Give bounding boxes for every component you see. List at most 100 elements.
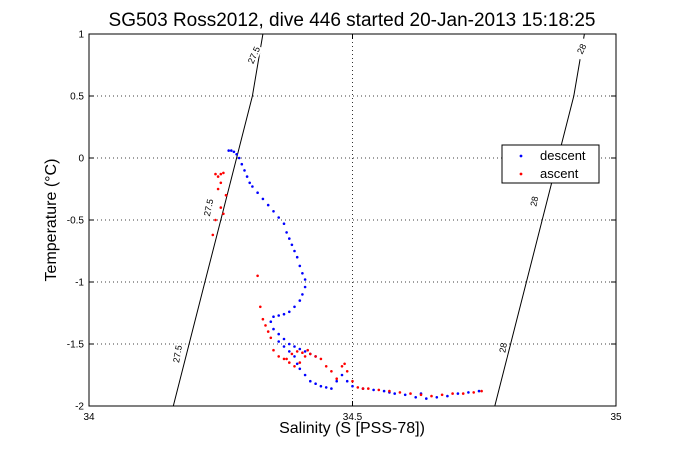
y-axis-label: Temperature (°C) [43, 159, 60, 282]
data-point-descent [414, 396, 418, 399]
data-point-ascent [440, 393, 444, 397]
data-point-descent [248, 181, 251, 185]
data-point-ascent [409, 392, 412, 395]
data-point-descent [269, 320, 273, 324]
data-point-ascent [430, 394, 433, 398]
y-tick-label: -1 [75, 278, 84, 289]
data-point-ascent [214, 172, 217, 176]
data-point-ascent [288, 361, 291, 364]
data-point-ascent [259, 305, 262, 309]
data-point-descent [303, 373, 307, 377]
contour-label-background [496, 337, 510, 359]
data-point-ascent [301, 351, 304, 355]
y-tick-label: 1 [78, 30, 84, 41]
data-point-descent [288, 237, 291, 240]
data-point-descent [290, 243, 294, 247]
data-point-descent [435, 396, 439, 399]
data-point-ascent [351, 379, 354, 383]
data-point-descent [351, 384, 354, 388]
data-point-descent [382, 389, 386, 393]
data-point-descent [235, 153, 238, 156]
data-point-ascent [472, 391, 476, 394]
data-point-ascent [285, 357, 288, 361]
y-tick-label: 0.5 [70, 92, 84, 103]
data-point-descent [237, 156, 241, 160]
data-point-descent [240, 162, 244, 166]
data-point-ascent [319, 357, 323, 361]
data-point-descent [245, 175, 249, 178]
legend-marker-descent [519, 154, 523, 158]
data-point-descent [266, 203, 270, 207]
data-point-ascent [211, 233, 215, 237]
data-point-descent [345, 379, 349, 383]
data-point-descent [372, 388, 375, 392]
data-point-descent [256, 191, 259, 194]
data-point-ascent [340, 365, 344, 368]
data-point-descent [403, 393, 407, 397]
data-point-descent [309, 379, 312, 383]
data-point-ascent [214, 218, 217, 222]
contour-label: 28 [575, 42, 588, 55]
density-contour-27.5 [172, 33, 264, 407]
data-point-ascent [330, 370, 333, 373]
contour-label: 27.5 [171, 344, 184, 363]
data-point-descent [295, 255, 299, 259]
series-ascent [211, 171, 483, 398]
data-point-ascent [266, 330, 270, 333]
data-point-descent [282, 337, 286, 341]
data-point-descent [293, 355, 296, 358]
data-point-descent [301, 272, 304, 275]
contour-label: 28 [497, 342, 509, 354]
contour-label-background [245, 43, 263, 67]
data-point-descent [261, 197, 265, 201]
data-point-descent [303, 285, 307, 289]
data-point-descent [330, 387, 333, 390]
data-point-descent [277, 216, 281, 219]
y-tick-label: -1.5 [67, 340, 85, 351]
data-point-ascent [356, 386, 360, 389]
data-point-ascent [295, 350, 299, 353]
data-point-ascent [277, 355, 281, 358]
data-point-ascent [216, 187, 220, 191]
data-point-descent [272, 315, 275, 319]
data-point-descent [456, 392, 460, 395]
data-point-descent [227, 149, 230, 152]
contour-label-background [527, 190, 542, 213]
data-point-ascent [222, 171, 225, 175]
data-point-descent [243, 169, 246, 172]
data-point-descent [314, 382, 317, 386]
data-point-descent [288, 350, 291, 353]
data-point-descent [272, 327, 275, 331]
data-point-ascent [219, 172, 223, 176]
y-tick-label: -2 [75, 402, 84, 413]
data-point-ascent [298, 361, 302, 364]
data-point-ascent [335, 377, 339, 381]
data-point-descent [303, 350, 307, 353]
legend-label-ascent: ascent [540, 166, 579, 181]
data-point-ascent [480, 389, 483, 393]
data-point-ascent [388, 389, 391, 393]
data-point-descent [298, 347, 302, 351]
data-point-descent [298, 299, 302, 302]
chart-title: SG503 Ross2012, dive 446 started 20-Jan-… [109, 10, 596, 31]
data-point-ascent [269, 336, 273, 340]
data-point-descent [335, 379, 339, 383]
data-point-descent [298, 264, 302, 268]
data-point-descent [272, 210, 275, 213]
x-tick-label: 34 [83, 412, 95, 423]
data-point-descent [288, 310, 291, 314]
data-point-descent [293, 305, 296, 309]
data-point-descent [425, 397, 428, 400]
data-point-ascent [282, 357, 286, 361]
data-point-descent [295, 362, 299, 366]
data-point-ascent [398, 391, 402, 394]
legend: descent ascent [501, 144, 600, 184]
data-point-descent [446, 394, 449, 398]
y-tick-label: 0 [78, 154, 84, 165]
data-point-ascent [224, 193, 228, 197]
data-point-descent [282, 345, 286, 348]
data-point-descent [282, 312, 286, 316]
data-point-ascent [324, 365, 328, 368]
data-point-descent [303, 278, 307, 281]
data-point-descent [324, 386, 328, 389]
